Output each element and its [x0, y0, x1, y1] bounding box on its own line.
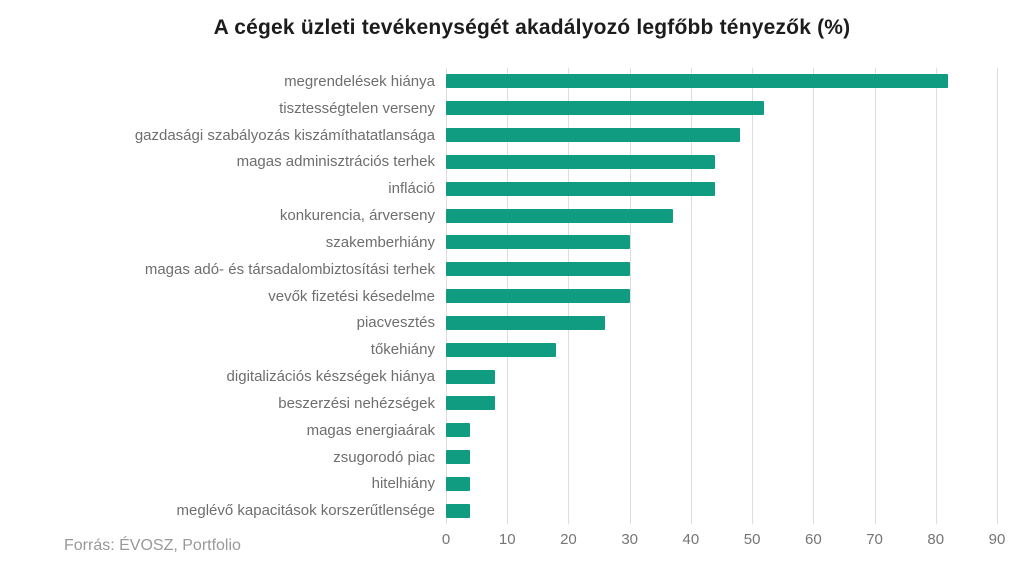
- category-label: tőkehiány: [370, 341, 435, 359]
- x-tick-label: 60: [804, 531, 822, 548]
- bar-track: [446, 342, 997, 357]
- bar-row: beszerzési nehézségek: [0, 390, 997, 417]
- x-tick-label: 10: [498, 531, 516, 548]
- bar-row: digitalizációs készségek hiánya: [0, 363, 997, 390]
- x-tick-label: 40: [682, 531, 700, 548]
- bar-track: [446, 369, 997, 384]
- bar-track: [446, 423, 997, 438]
- gridline: [935, 68, 937, 524]
- bar-track: [446, 74, 997, 89]
- bar-row: piacvesztés: [0, 309, 997, 336]
- gridline: [813, 68, 815, 524]
- x-axis: 0 10 20 30 40 50 60 70 80 90: [442, 531, 1006, 551]
- bar-row: konkurencia, árverseny: [0, 202, 997, 229]
- category-label: vevők fizetési késedelme: [268, 287, 435, 305]
- bar: [446, 315, 606, 330]
- bar: [446, 181, 716, 196]
- category-label: gazdasági szabályozás kiszámíthatatlansá…: [134, 126, 435, 144]
- bar-row: magas energiaárak: [0, 417, 997, 444]
- gridline: [629, 68, 631, 524]
- bar: [446, 289, 630, 304]
- bar: [446, 396, 495, 411]
- category-label: megrendelések hiánya: [284, 72, 435, 90]
- bar-row: hitelhiány: [0, 470, 997, 497]
- bar-row: tisztességtelen verseny: [0, 95, 997, 122]
- bar-row: meglévő kapacitások korszerűtlensége: [0, 497, 997, 524]
- bar: [446, 423, 471, 438]
- category-label: szakemberhiány: [325, 233, 435, 251]
- bar-track: [446, 503, 997, 518]
- category-label: konkurencia, árverseny: [279, 207, 435, 225]
- bar-track: [446, 289, 997, 304]
- gridline: [997, 68, 998, 524]
- chart-title: A cégek üzleti tevékenységét akadályozó …: [213, 16, 851, 39]
- bar-track: [446, 476, 997, 491]
- bar-row: tőkehiány: [0, 336, 997, 363]
- bar-track: [446, 128, 997, 143]
- bar-track: [446, 396, 997, 411]
- bar: [446, 342, 557, 357]
- bar-row: gazdasági szabályozás kiszámíthatatlansá…: [0, 122, 997, 149]
- x-tick-label: 90: [988, 531, 1006, 548]
- category-label: beszerzési nehézségek: [278, 394, 435, 412]
- x-tick-label: 80: [927, 531, 945, 548]
- x-tick-label: 50: [743, 531, 761, 548]
- bar-row: vevők fizetési késedelme: [0, 283, 997, 310]
- bar-row: zsugorodó piac: [0, 444, 997, 471]
- category-label: zsugorodó piac: [333, 448, 435, 466]
- bar: [446, 128, 740, 143]
- bar-row: megrendelések hiánya: [0, 68, 997, 95]
- category-label: piacvesztés: [356, 314, 435, 332]
- bar: [446, 208, 673, 223]
- bar-row: infláció: [0, 175, 997, 202]
- bar: [446, 154, 716, 169]
- x-tick-label: 30: [621, 531, 638, 548]
- bar-track: [446, 101, 997, 116]
- bar: [446, 235, 630, 250]
- category-label: tisztességtelen verseny: [279, 99, 435, 117]
- bar-track: [446, 235, 997, 250]
- bar-rows: megrendelések hiánya tisztességtelen vers…: [0, 68, 997, 524]
- category-label: digitalizációs készségek hiánya: [226, 368, 435, 386]
- x-tick-label: 20: [560, 531, 577, 548]
- category-label: meglévő kapacitások korszerűtlensége: [176, 502, 435, 520]
- x-tick-label: 0: [441, 531, 451, 548]
- bar-track: [446, 315, 997, 330]
- category-label: hitelhiány: [371, 475, 435, 493]
- bar-track: [446, 154, 997, 169]
- category-label: magas energiaárak: [306, 421, 435, 439]
- source-note: Forrás: ÉVOSZ, Portfolio: [64, 537, 241, 554]
- bar: [446, 101, 765, 116]
- bar: [446, 369, 495, 384]
- gridline: [690, 68, 692, 524]
- bar: [446, 74, 949, 89]
- bar: [446, 503, 471, 518]
- category-label: infláció: [388, 180, 435, 198]
- bar-row: szakemberhiány: [0, 229, 997, 256]
- gridline: [874, 68, 876, 524]
- bar-track: [446, 262, 997, 277]
- bar: [446, 262, 630, 277]
- category-label: magas adó- és társadalombiztosítási terh…: [144, 260, 435, 278]
- bar-row: magas adó- és társadalombiztosítási terh…: [0, 256, 997, 283]
- x-tick-label: 70: [866, 531, 883, 548]
- category-label: magas adminisztrációs terhek: [236, 153, 435, 171]
- bar: [446, 476, 471, 491]
- bar-track: [446, 181, 997, 196]
- bar-row: magas adminisztrációs terhek: [0, 148, 997, 175]
- bar: [446, 450, 471, 464]
- gridline: [752, 68, 754, 524]
- bar-track: [446, 208, 997, 223]
- bar-track: [446, 450, 997, 464]
